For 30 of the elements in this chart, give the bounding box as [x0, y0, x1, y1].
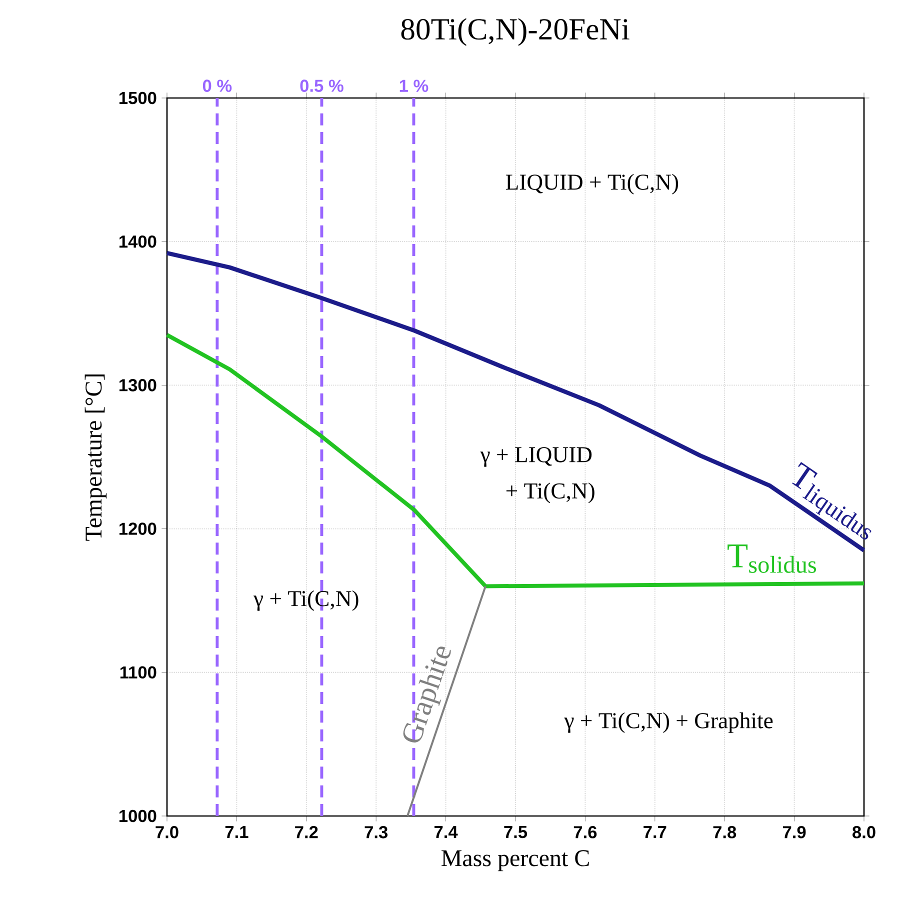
annotation: 0 % — [202, 80, 232, 92]
y-tick-label: 1500 — [119, 92, 156, 104]
x-tick-label: 7.0 — [156, 826, 178, 838]
x-tick-label: 7.5 — [504, 826, 528, 838]
annotation: γ + Ti(C,N) + Graphite — [564, 712, 773, 733]
chart-title: 80Ti(C,N)-20FeNi — [401, 18, 630, 46]
annotation: γ + Ti(C,N) — [253, 590, 358, 611]
y-tick-label: 1400 — [119, 235, 156, 248]
y-tick-label: 1100 — [120, 666, 156, 679]
x-tick-label: 7.6 — [574, 826, 597, 838]
annotation: LIQUID + Ti(C,N) — [506, 174, 678, 194]
annotation: 0.5 % — [300, 80, 344, 92]
x-axis-title: Mass percent C — [442, 850, 589, 872]
x-tick-label: 7.1 — [225, 826, 248, 838]
x-tick-label: 7.3 — [364, 826, 388, 838]
x-tick-label: 7.9 — [783, 826, 806, 838]
series-label: T$_{solidus}$ — [728, 544, 816, 573]
y-axis-title: Temperature [°C] — [84, 374, 107, 541]
x-tick-label: 7.4 — [434, 826, 458, 838]
x-tick-label: 7.2 — [295, 826, 318, 838]
annotation: 1 % — [400, 80, 428, 92]
x-tick-label: 7.8 — [713, 826, 736, 838]
x-tick-label: 7.7 — [644, 826, 666, 838]
y-tick-label: 1200 — [119, 522, 156, 535]
text: Graphite — [403, 646, 451, 742]
annotation: γ + LIQUID — [480, 447, 592, 467]
y-tick-label: 1300 — [119, 379, 156, 392]
annotation: + Ti(C,N) — [506, 482, 594, 504]
y-tick-label: 1000 — [119, 810, 156, 822]
x-tick-label: 8.0 — [852, 826, 876, 838]
